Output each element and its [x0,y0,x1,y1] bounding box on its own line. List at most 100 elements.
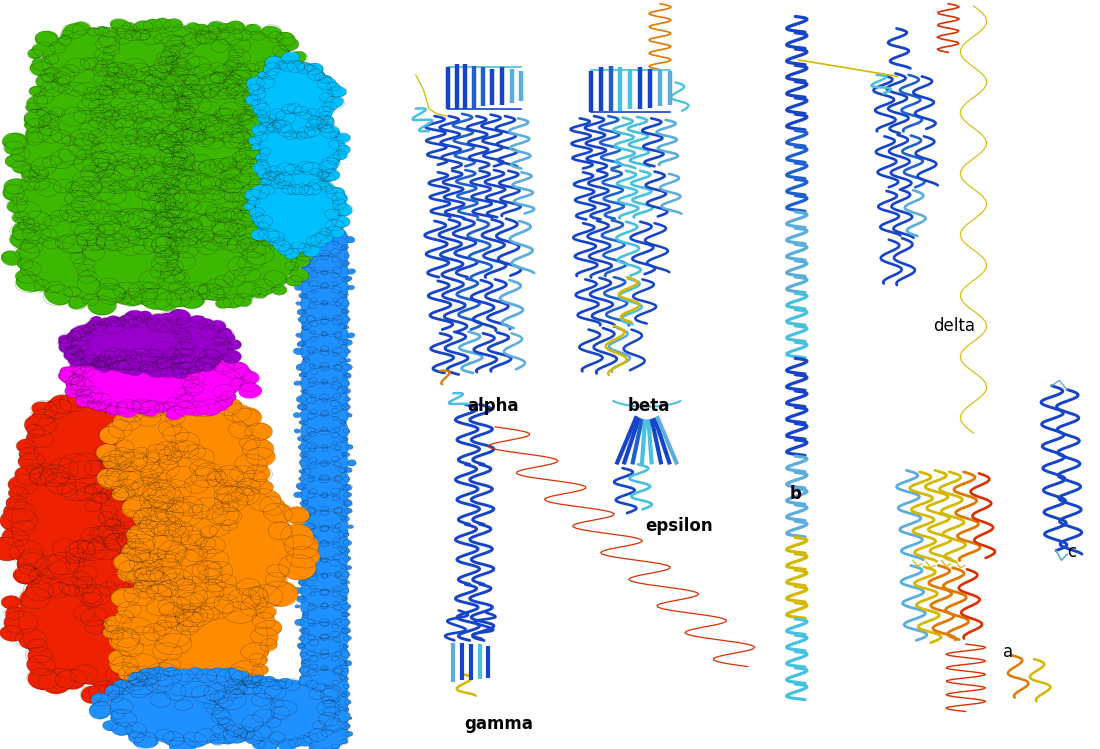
Ellipse shape [320,318,329,324]
Ellipse shape [36,119,62,136]
Ellipse shape [126,679,143,691]
Ellipse shape [0,508,37,533]
Ellipse shape [183,605,209,623]
Ellipse shape [308,477,314,482]
Ellipse shape [96,521,126,539]
Ellipse shape [307,701,315,705]
Ellipse shape [44,399,73,419]
Ellipse shape [157,554,179,567]
Ellipse shape [257,72,268,79]
Ellipse shape [64,181,81,193]
Ellipse shape [132,477,158,496]
Ellipse shape [176,74,199,88]
Ellipse shape [302,613,309,617]
Ellipse shape [218,719,234,730]
Ellipse shape [172,354,186,364]
Ellipse shape [213,231,232,243]
Ellipse shape [342,604,351,609]
Ellipse shape [12,201,41,219]
Ellipse shape [66,542,96,561]
Ellipse shape [104,204,122,215]
Ellipse shape [246,489,282,511]
Ellipse shape [126,548,151,562]
Ellipse shape [270,214,287,226]
Ellipse shape [300,565,306,568]
Ellipse shape [220,179,242,193]
Ellipse shape [16,553,51,576]
Ellipse shape [76,366,94,379]
Ellipse shape [309,410,317,414]
Ellipse shape [226,118,243,128]
Ellipse shape [15,275,43,292]
Ellipse shape [82,157,248,247]
Ellipse shape [73,176,101,197]
Ellipse shape [28,667,58,690]
Ellipse shape [175,387,187,395]
Ellipse shape [321,427,328,432]
Ellipse shape [108,152,129,166]
Ellipse shape [348,285,354,290]
Ellipse shape [296,253,301,258]
Ellipse shape [184,379,205,392]
Ellipse shape [305,64,315,72]
Ellipse shape [321,621,328,626]
Ellipse shape [223,174,240,184]
Ellipse shape [231,39,251,52]
Ellipse shape [300,153,320,166]
Ellipse shape [95,355,113,367]
Ellipse shape [21,239,42,254]
Ellipse shape [233,195,258,210]
Ellipse shape [321,381,328,385]
Ellipse shape [302,548,309,552]
Ellipse shape [110,318,124,327]
Ellipse shape [72,665,97,684]
Ellipse shape [74,171,99,187]
Ellipse shape [298,237,307,242]
Ellipse shape [87,28,99,36]
Ellipse shape [194,401,220,416]
Ellipse shape [192,285,208,295]
Ellipse shape [168,521,192,538]
Ellipse shape [208,667,229,684]
Ellipse shape [73,210,95,226]
Ellipse shape [141,29,162,45]
Ellipse shape [184,228,205,243]
Ellipse shape [69,345,84,355]
Ellipse shape [299,372,306,377]
Ellipse shape [280,57,299,69]
Ellipse shape [68,331,89,347]
Text: delta: delta [933,317,975,335]
Ellipse shape [142,401,160,413]
Ellipse shape [191,131,206,141]
Ellipse shape [44,282,64,293]
Ellipse shape [104,359,120,368]
Ellipse shape [342,613,349,616]
Ellipse shape [249,83,263,95]
Ellipse shape [62,210,81,222]
Ellipse shape [198,463,220,481]
Ellipse shape [50,129,73,144]
Ellipse shape [298,596,304,599]
Ellipse shape [343,636,351,641]
Ellipse shape [292,175,308,187]
Ellipse shape [224,61,239,70]
Ellipse shape [308,116,320,125]
Ellipse shape [211,392,233,408]
Ellipse shape [14,467,42,485]
Ellipse shape [58,85,73,94]
Ellipse shape [1,595,21,609]
Ellipse shape [53,179,73,192]
Ellipse shape [110,710,125,719]
Ellipse shape [152,620,173,635]
Ellipse shape [169,355,185,366]
Ellipse shape [334,574,340,578]
Ellipse shape [95,60,119,76]
Ellipse shape [285,165,300,175]
Ellipse shape [133,20,153,34]
Ellipse shape [167,467,196,488]
Ellipse shape [87,238,104,251]
Ellipse shape [167,134,184,145]
Ellipse shape [293,555,301,562]
Ellipse shape [91,693,110,707]
Ellipse shape [300,591,349,622]
